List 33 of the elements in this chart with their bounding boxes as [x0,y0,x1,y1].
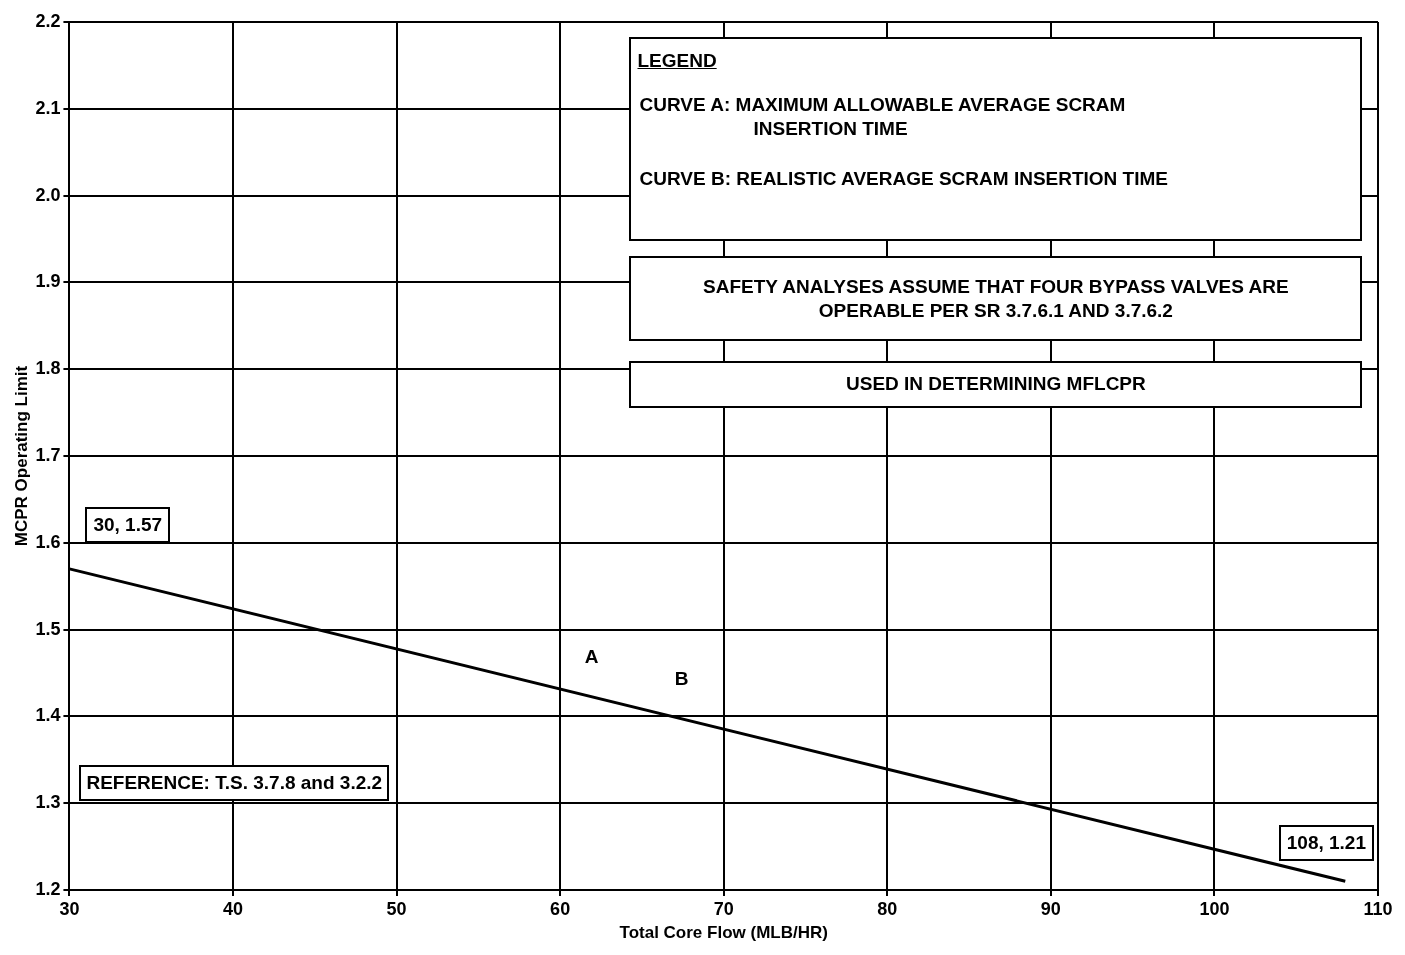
label-box: 108, 1.21 [1278,825,1374,862]
x-tick-label: 40 [222,898,244,919]
x-tick-label: 80 [877,898,898,919]
x-tick-label: 70 [713,898,734,919]
x-tick-label: 110 [1363,898,1393,919]
y-tick-label: 1.9 [35,271,61,292]
annotation: CURVE B: REALISTIC AVERAGE SCRAM INSERTION TIME [638,166,1169,191]
note-panel: SAFETY ANALYSES ASSUME THAT FOUR BYPASS VALVES ARE OPERABLE PER SR 3.7.6.1 AND 3.7.6.2 [629,256,1363,342]
y-tick-label: 2.1 [35,97,61,118]
y-tick-label: 1.7 [35,444,61,465]
note-panel: LEGEND CURVE A: MAXIMUM ALLOWABLE AVERAGE SCRAM INSERTION TIME CURVE B: REALISTIC AVERAGE SCRAM INSERTION TIME [629,36,1363,241]
annotation: B [674,667,689,692]
y-tick-label: 1.5 [35,618,61,639]
note-panel: REFERENCE: T.S. 3.7.8 and 3.2.2 [79,765,390,801]
x-axis-title: Total Core Flow (MLB/HR) [619,923,828,943]
annotation: CURVE A: MAXIMUM ALLOWABLE AVERAGE SCRAM INSERTION TIME [638,92,1127,141]
annotation: LEGEND [637,48,718,73]
y-tick-label: 2.0 [35,184,61,205]
label-box: 30, 1.57 [85,506,171,543]
x-tick-label: 30 [59,898,80,919]
y-tick-label: 1.4 [35,705,61,726]
annotation: A [584,645,599,670]
y-tick-label: 1.2 [35,878,61,899]
x-tick-label: 90 [1040,898,1061,919]
y-tick-label: 2.2 [35,10,61,31]
y-axis-title: MCPR Operating Limit [11,365,31,547]
x-tick-label: 60 [550,898,571,919]
x-tick-label: 100 [1199,898,1230,919]
y-tick-label: 1.6 [35,531,61,552]
x-tick-label: 50 [386,898,407,919]
y-tick-label: 1.8 [35,358,61,379]
y-tick-label: 1.3 [35,792,61,813]
note-panel: USED IN DETERMINING MFLCPR [629,360,1363,409]
